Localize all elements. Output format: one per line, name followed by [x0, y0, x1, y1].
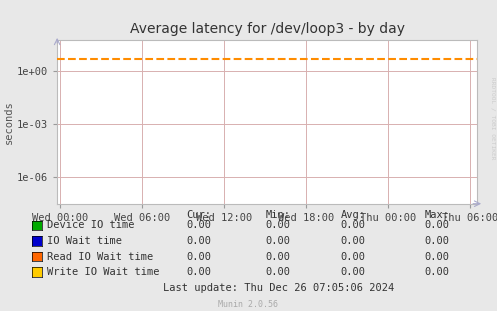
- Text: 0.00: 0.00: [186, 236, 211, 246]
- Text: 0.00: 0.00: [266, 220, 291, 230]
- Text: 0.00: 0.00: [425, 252, 450, 262]
- Text: Write IO Wait time: Write IO Wait time: [47, 267, 160, 277]
- Text: Read IO Wait time: Read IO Wait time: [47, 252, 154, 262]
- Text: 0.00: 0.00: [340, 252, 365, 262]
- Text: Munin 2.0.56: Munin 2.0.56: [219, 300, 278, 309]
- Text: Avg:: Avg:: [340, 210, 365, 220]
- Text: 0.00: 0.00: [266, 267, 291, 277]
- Text: 0.00: 0.00: [186, 252, 211, 262]
- Text: Last update: Thu Dec 26 07:05:06 2024: Last update: Thu Dec 26 07:05:06 2024: [163, 283, 394, 293]
- Title: Average latency for /dev/loop3 - by day: Average latency for /dev/loop3 - by day: [130, 22, 405, 36]
- Text: 0.00: 0.00: [340, 267, 365, 277]
- Text: IO Wait time: IO Wait time: [47, 236, 122, 246]
- Text: 0.00: 0.00: [425, 236, 450, 246]
- Text: 0.00: 0.00: [266, 252, 291, 262]
- Text: 0.00: 0.00: [340, 236, 365, 246]
- Text: 0.00: 0.00: [340, 220, 365, 230]
- Y-axis label: seconds: seconds: [4, 100, 14, 144]
- Text: Min:: Min:: [266, 210, 291, 220]
- Text: 0.00: 0.00: [425, 267, 450, 277]
- Text: Device IO time: Device IO time: [47, 220, 135, 230]
- Text: 0.00: 0.00: [425, 220, 450, 230]
- Text: 0.00: 0.00: [186, 267, 211, 277]
- Text: 0.00: 0.00: [266, 236, 291, 246]
- Text: Max:: Max:: [425, 210, 450, 220]
- Text: RRDTOOL / TOBI OETIKER: RRDTOOL / TOBI OETIKER: [491, 77, 496, 160]
- Text: Cur:: Cur:: [186, 210, 211, 220]
- Text: 0.00: 0.00: [186, 220, 211, 230]
